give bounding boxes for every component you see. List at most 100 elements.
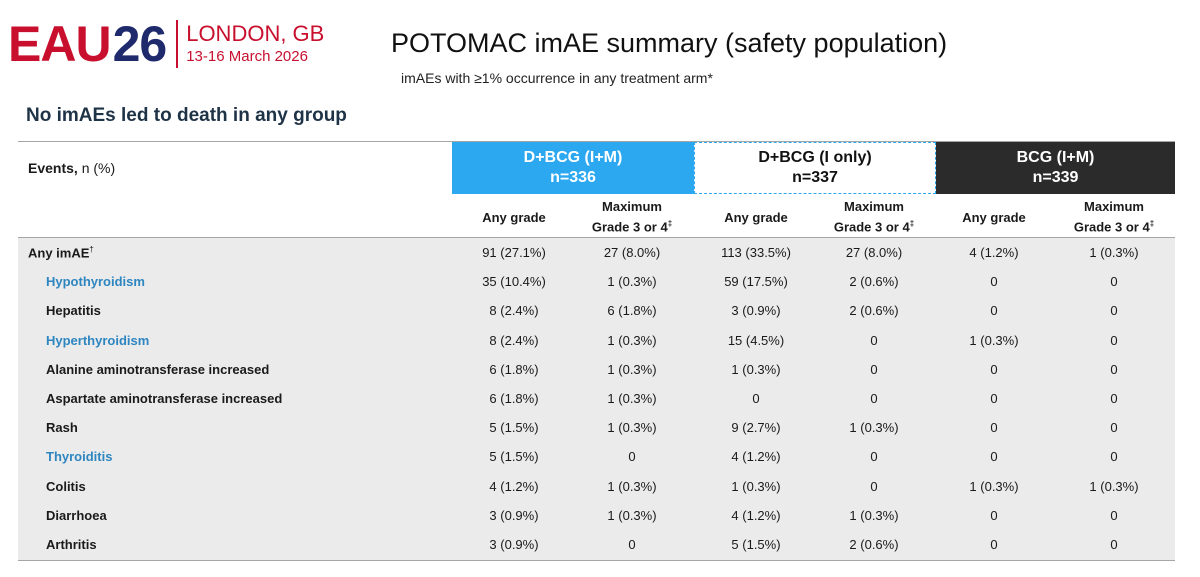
table-cell: 0 [990,507,998,523]
table-cell: 1 (0.3%) [969,332,1019,348]
row-label: Arthritis [46,537,97,552]
logo-year-text: 26 [112,16,168,72]
table-cell: 1 (0.3%) [607,332,657,348]
table-cell: 0 [990,391,998,406]
table-cell: 3 (0.9%) [731,303,781,319]
table-cell: 8 (2.4%) [489,303,539,319]
subheader-label-line1: Maximum [1084,199,1144,215]
table-cell: 0 [990,420,998,436]
table-cell: 0 [870,449,878,465]
table-cell: 59 (17.5%) [724,274,788,290]
events-header-bold: Events, [28,160,78,176]
table-cell: 1 (0.3%) [969,478,1019,494]
row-label-text: Hyperthyroidism [46,332,150,348]
row-label-text: Diarrhoea [46,507,107,523]
table-cell: 2 (0.6%) [849,274,899,290]
row-label-text: Rash [46,420,78,436]
table-cell: 0 [990,274,998,290]
table-row: Colitis 4 (1.2%) 1 (0.3%) 1 (0.3%) 0 1 (0.3%)… [18,473,1175,502]
table-cell: 0 [990,303,998,319]
footnote-mark: ‡ [909,219,915,229]
table-cell: 8 (2.4%) [489,332,539,348]
table-cell: 1 (0.3%) [607,274,657,290]
subheader-max-grade: Maximum Grade 3 or 4‡ [572,199,692,235]
table-cell: 27 (8.0%) [845,245,903,260]
row-label-text: Arthritis [46,537,97,552]
table-row: Hypothyroidism 35 (10.4%) 1 (0.3%) 59 (17.5… [18,268,1175,297]
arm-header-d-bcg-i-only: D+BCG (I only) n=337 [694,142,936,194]
footnote-mark: ‡ [667,219,673,229]
footnote-mark: ‡ [1149,219,1155,229]
key-message: No imAEs led to death in any group [26,105,347,126]
row-label: Hyperthyroidism [46,333,149,348]
row-label: Thyroiditis [46,449,112,464]
table-cell: 1 (0.3%) [607,507,657,523]
table-row: Hyperthyroidism 8 (2.4%) 1 (0.3%) 15 (4.5%)… [18,327,1175,356]
subheader-label: Any grade [482,209,546,225]
table-cell: 0 [1110,303,1118,319]
row-label: Aspartate aminotransferase increased [46,391,282,406]
subheader-label-line1: Maximum [844,199,904,215]
table-cell: 0 [1110,449,1118,465]
table-cell: 1 (0.3%) [731,478,781,494]
imae-table: Events, n (%) D+BCG (I+M) n=336 D+BCG (I… [18,141,1175,563]
table-row: Aspartate aminotransferase increased 6 (1… [18,385,1175,414]
table-cell: 3 (0.9%) [489,507,539,523]
table-row: Hepatitis 8 (2.4%) 6 (1.8%) 3 (0.9%) 2 (0.6%… [18,297,1175,326]
row-label: Any imAE† [28,245,94,260]
table-cell: 1 (0.3%) [607,361,657,377]
events-header-unit: n (%) [77,160,116,176]
arm-name: D+BCG (I+M) [523,149,623,166]
table-cell: 1 (0.3%) [731,361,781,377]
table-cell: 0 [990,361,998,377]
row-label-text: Thyroiditis [46,449,113,465]
row-label: Colitis [46,479,86,494]
table-cell: 5 (1.5%) [489,420,539,436]
arm-name: D+BCG (I only) [758,149,872,166]
footnote-mark: † [89,245,94,254]
table-cell: 0 [1110,274,1118,290]
slide-title: POTOMAC imAE summary (safety population) [391,28,948,58]
row-label-text: Hepatitis [46,303,101,319]
table-header-rule [18,237,1175,238]
table-cell: 1 (0.3%) [1089,478,1139,494]
table-cell: 5 (1.5%) [489,449,539,465]
arm-header-bcg-im: BCG (I+M) n=339 [936,142,1175,194]
table-row: Arthritis 3 (0.9%) 0 5 (1.5%) 2 (0.6%) 0 0 [18,531,1175,560]
events-header: Events, n (%) [28,160,115,176]
table-bottom-rule [18,560,1175,561]
logo-city: LONDON, GB [186,21,325,46]
subheader-label: Any grade [724,209,788,225]
table-cell: 0 [870,478,878,494]
table-cell: 91 (27.1%) [482,245,546,260]
table-cell: 1 (0.3%) [849,420,899,436]
row-label: Hepatitis [46,303,101,318]
table-cell: 1 (0.3%) [849,507,899,523]
table-row: Alanine aminotransferase increased 6 (1.8… [18,356,1175,385]
table-row: Rash 5 (1.5%) 1 (0.3%) 9 (2.7%) 1 (0.3%) 0 0 [18,414,1175,443]
table-cell: 6 (1.8%) [489,361,539,377]
table-cell: 0 [1110,420,1118,436]
arm-n: n=336 [550,169,596,186]
arm-header-d-bcg-im: D+BCG (I+M) n=336 [452,142,694,194]
subheader-label-line1: Maximum [602,199,662,215]
table-cell: 0 [628,449,636,465]
row-label: Diarrhoea [46,508,107,523]
arm-n: n=337 [792,169,838,186]
subheader-label-line2-text: Grade 3 or 4 [591,219,668,235]
table-cell: 0 [990,449,998,465]
subheader-max-grade: Maximum Grade 3 or 4‡ [1054,199,1174,235]
arm-n: n=339 [1032,169,1079,186]
table-cell: 2 (0.6%) [849,303,899,319]
table-cell: 0 [1110,507,1118,523]
logo-dates: 13-16 March 2026 [186,48,308,65]
subheader-max-grade: Maximum Grade 3 or 4‡ [814,199,934,235]
subheader-any-grade: Any grade [454,199,574,235]
subheader-any-grade: Any grade [696,199,816,235]
subheader-any-grade: Any grade [934,199,1054,235]
table-cell: 0 [1110,391,1118,406]
table-row: Any imAE† 91 (27.1%) 27 (8.0%) 113 (33.5%) 2… [18,239,1175,268]
table-cell: 4 (1.2%) [731,449,781,465]
arm-name: BCG (I+M) [1016,149,1095,166]
table-cell: 5 (1.5%) [731,537,781,552]
